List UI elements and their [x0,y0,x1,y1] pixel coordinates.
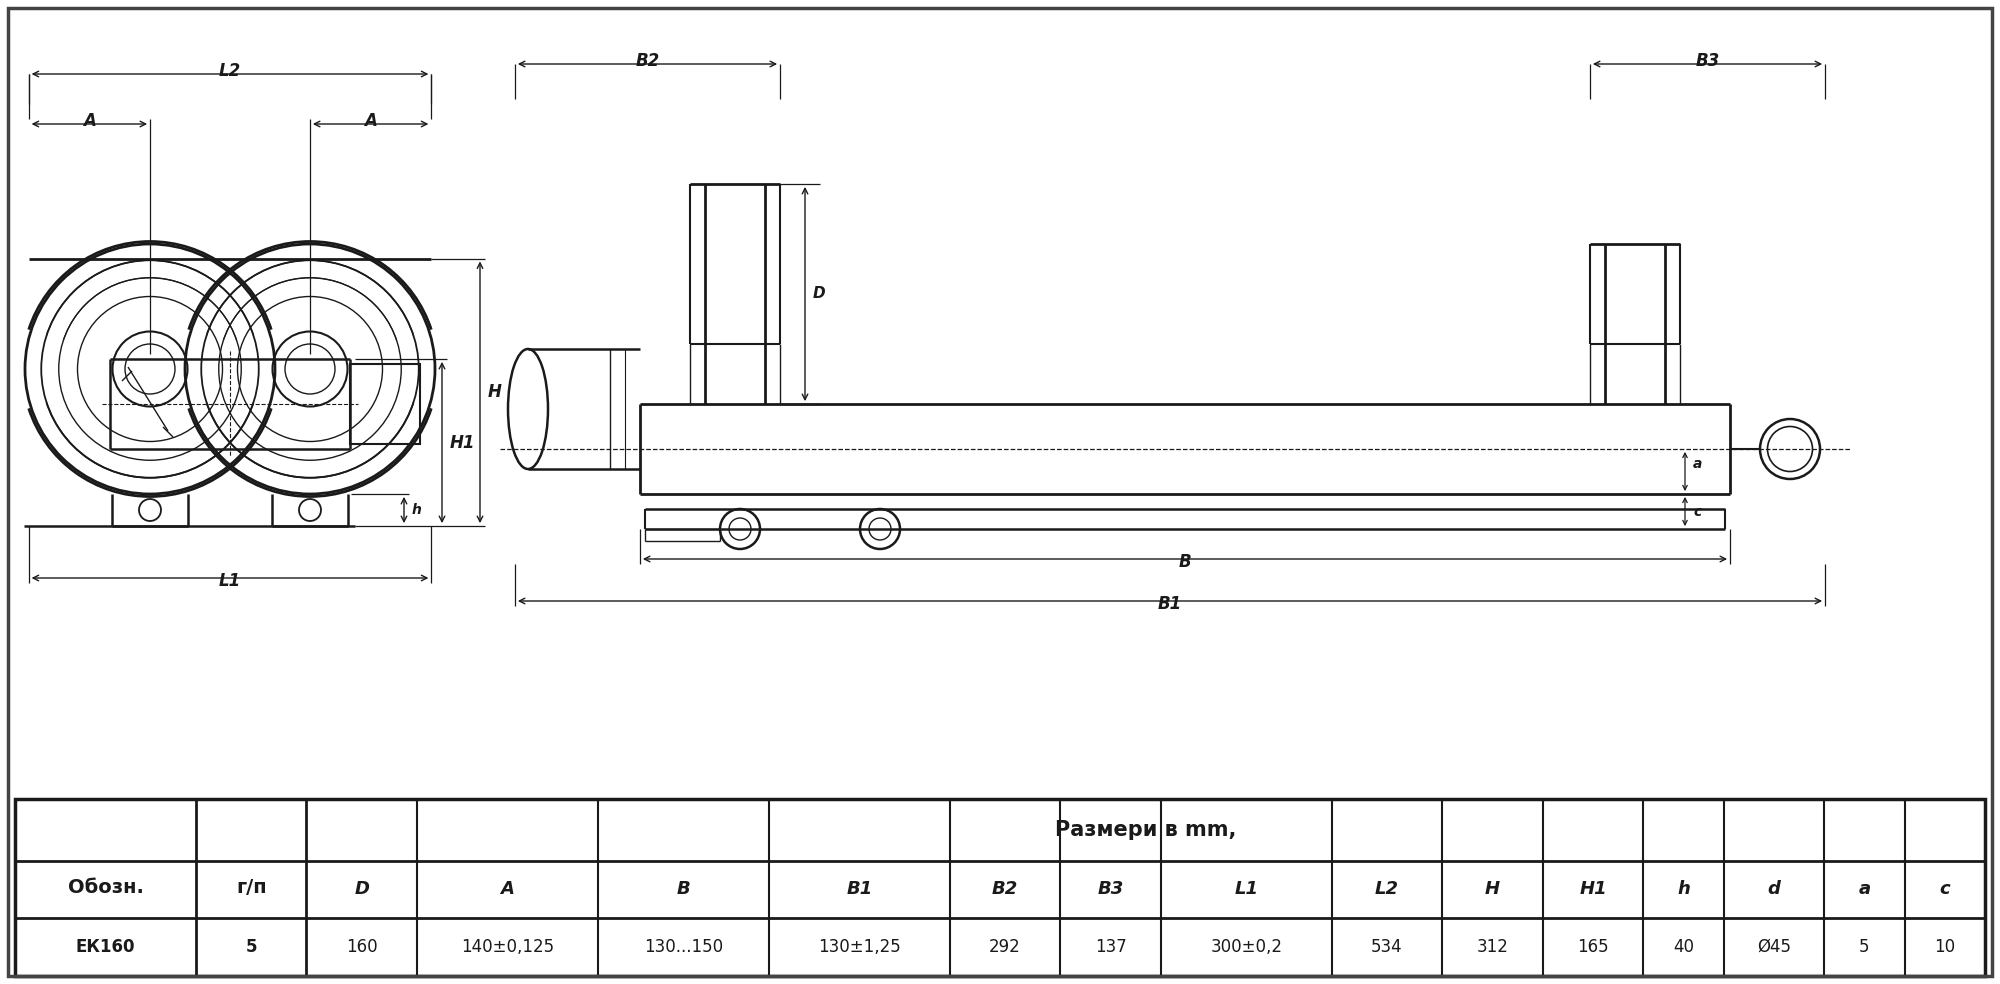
Text: B3: B3 [1696,52,1720,70]
Text: 130±1,25: 130±1,25 [818,938,900,955]
Text: ЕК160: ЕК160 [76,938,136,955]
Text: H1: H1 [1580,881,1606,898]
Text: L1: L1 [1234,881,1258,898]
Text: A: A [500,881,514,898]
Text: 140±0,125: 140±0,125 [460,938,554,955]
Bar [350,364,420,444]
Text: L1: L1 [218,572,242,590]
Text: 130...150: 130...150 [644,938,722,955]
Text: 312: 312 [1476,938,1508,955]
Text: 5: 5 [246,938,256,955]
Text: H: H [1484,881,1500,898]
Text: B2: B2 [992,881,1018,898]
Text: B2: B2 [636,52,660,70]
Text: 160: 160 [346,938,378,955]
Text: 40: 40 [1672,938,1694,955]
Text: A: A [364,112,378,130]
Text: 165: 165 [1578,938,1608,955]
Text: B: B [1178,553,1192,571]
Text: 300±0,2: 300±0,2 [1210,938,1282,955]
Text: 292: 292 [990,938,1020,955]
Text: H: H [488,384,502,401]
Text: Обозн.: Обозн. [68,878,144,897]
Text: B1: B1 [846,881,872,898]
Text: h: h [412,503,422,517]
Text: d: d [1768,881,1780,898]
Text: B: B [676,881,690,898]
Text: h: h [1678,881,1690,898]
Text: B3: B3 [1098,881,1124,898]
Text: 534: 534 [1372,938,1402,955]
Text: Размери в mm,: Размери в mm, [1056,820,1236,840]
Text: 10: 10 [1934,938,1956,955]
Text: 5: 5 [1860,938,1870,955]
Text: H1: H1 [450,434,476,452]
Text: 137: 137 [1094,938,1126,955]
Text: Ø45: Ø45 [1756,938,1790,955]
Text: c: c [1692,505,1702,519]
Text: A: A [82,112,96,130]
Text: a: a [1692,457,1702,470]
Text: г/п: г/п [236,878,266,897]
Text: B1: B1 [1158,595,1182,613]
Text: L2: L2 [218,62,242,80]
Text: D: D [354,881,370,898]
Text: a: a [1858,881,1870,898]
Text: D: D [812,286,826,301]
Text: L2: L2 [1374,881,1398,898]
Bar [16,799,1984,976]
Text: c: c [1940,881,1950,898]
